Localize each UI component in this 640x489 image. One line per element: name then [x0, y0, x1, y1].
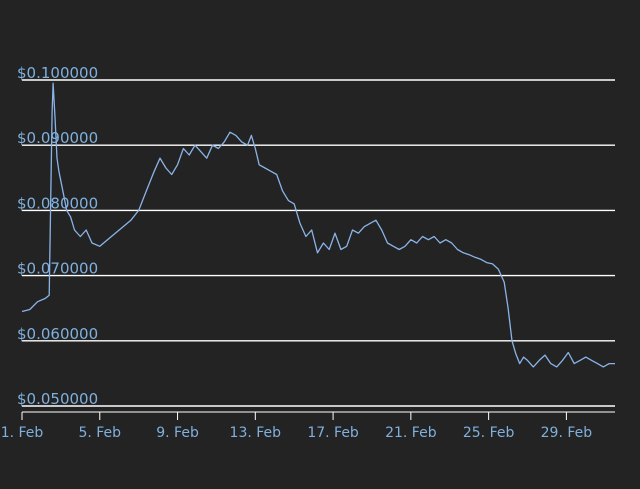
x-tick-label: 25. Feb — [463, 425, 515, 441]
x-tick-label: 5. Feb — [78, 425, 121, 441]
x-tick-label: 13. Feb — [230, 425, 282, 441]
price-series-line — [21, 82, 615, 368]
y-tick-label: $0.070000 — [17, 260, 98, 278]
y-tick-label: $0.060000 — [17, 325, 98, 343]
x-tick-label: 9. Feb — [156, 425, 199, 441]
x-tick-label: 21. Feb — [385, 425, 437, 441]
x-tick-label: 17. Feb — [307, 425, 359, 441]
x-tick-label: 29. Feb — [541, 425, 593, 441]
y-tick-label: $0.080000 — [17, 194, 98, 212]
y-tick-label: $0.100000 — [17, 64, 98, 82]
x-tick-label: 1. Feb — [1, 425, 44, 441]
y-tick-label: $0.090000 — [17, 129, 98, 147]
y-tick-label: $0.050000 — [17, 390, 98, 408]
